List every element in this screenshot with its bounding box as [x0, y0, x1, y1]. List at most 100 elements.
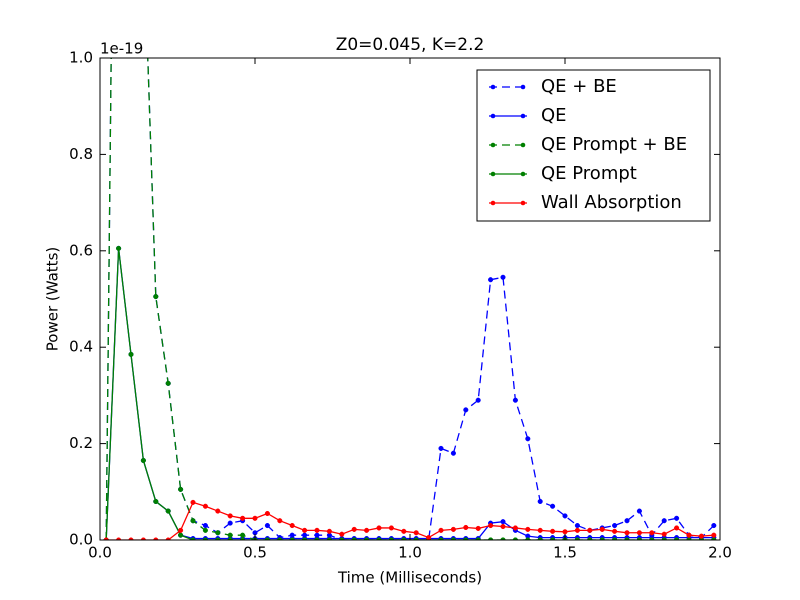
data-point	[215, 537, 221, 540]
data-point	[624, 530, 630, 536]
data-point	[612, 537, 618, 540]
data-point	[326, 528, 332, 534]
data-point	[215, 530, 221, 536]
data-point	[562, 529, 568, 535]
data-point	[674, 537, 680, 540]
data-point	[190, 518, 196, 524]
data-point	[475, 397, 481, 403]
data-point	[202, 537, 208, 540]
data-point	[512, 537, 518, 540]
data-point	[686, 532, 692, 538]
legend-label: QE Prompt + BE	[541, 134, 687, 155]
data-point	[587, 537, 593, 540]
data-point	[264, 522, 270, 529]
legend-label: QE + BE	[541, 76, 617, 97]
data-point	[190, 537, 196, 540]
data-point	[488, 537, 494, 540]
data-point	[314, 537, 320, 540]
data-point	[153, 294, 159, 300]
data-point	[599, 526, 605, 532]
data-point	[537, 498, 543, 504]
data-point	[289, 537, 295, 540]
data-point	[475, 537, 481, 540]
data-point	[314, 527, 320, 533]
data-point	[698, 533, 704, 539]
legend-label: QE Prompt	[541, 163, 637, 184]
data-point	[116, 537, 122, 540]
data-point	[537, 527, 543, 533]
data-point	[674, 515, 680, 521]
data-point	[612, 528, 618, 534]
data-point	[463, 524, 469, 531]
data-point	[537, 537, 543, 540]
data-point	[376, 525, 382, 531]
data-point	[426, 535, 432, 540]
data-point	[302, 537, 308, 540]
y-axis-label: Power (Watts)	[44, 247, 62, 351]
x-tick-label: 0.5	[243, 544, 267, 562]
legend-marker	[490, 171, 496, 177]
data-point	[326, 537, 332, 540]
data-point	[364, 537, 370, 540]
data-point	[264, 510, 270, 517]
y-offset-label: 1e-19	[100, 40, 143, 58]
data-point	[450, 450, 456, 456]
data-point	[153, 498, 159, 504]
data-point	[240, 515, 246, 521]
data-point	[661, 531, 667, 537]
data-point	[140, 537, 146, 540]
y-tick-label: 0.2	[69, 434, 93, 452]
data-point	[512, 525, 518, 531]
data-point	[103, 537, 109, 540]
data-point	[450, 537, 456, 540]
data-point	[624, 537, 630, 540]
data-point	[550, 528, 556, 534]
data-point	[500, 537, 506, 540]
data-point	[587, 527, 593, 533]
data-point	[711, 522, 717, 529]
legend-marker	[490, 113, 496, 119]
legend-marker	[520, 113, 526, 119]
data-point	[351, 526, 357, 532]
data-point	[364, 527, 370, 533]
legend-marker	[490, 142, 496, 148]
data-point	[438, 527, 444, 533]
data-point	[252, 515, 258, 521]
data-point	[512, 397, 518, 403]
data-point	[624, 518, 630, 524]
data-point	[202, 527, 208, 533]
data-point	[574, 522, 580, 529]
data-point	[165, 380, 171, 386]
data-point	[153, 537, 159, 540]
data-point	[661, 518, 667, 524]
data-point	[525, 537, 531, 540]
data-point	[202, 522, 208, 529]
data-point	[178, 486, 184, 492]
legend-marker	[520, 171, 526, 177]
data-point	[227, 513, 233, 519]
data-point	[116, 245, 122, 251]
data-point	[711, 532, 717, 538]
data-point	[612, 522, 618, 529]
data-point	[140, 457, 146, 464]
data-point	[277, 537, 283, 540]
data-point	[351, 537, 357, 540]
data-point	[574, 537, 580, 540]
data-point	[413, 537, 419, 540]
data-point	[649, 537, 655, 540]
data-point	[463, 407, 469, 413]
data-point	[401, 537, 407, 540]
legend-marker	[520, 142, 526, 148]
legend-label: Wall Absorption	[541, 192, 682, 213]
data-point	[599, 537, 605, 540]
data-point	[525, 526, 531, 532]
legend-marker	[520, 200, 526, 206]
data-point	[264, 537, 270, 540]
data-point	[289, 522, 295, 529]
data-point	[574, 527, 580, 533]
y-tick-label: 0.4	[69, 338, 93, 356]
data-point	[438, 445, 444, 451]
x-tick-label: 0.0	[88, 544, 112, 562]
